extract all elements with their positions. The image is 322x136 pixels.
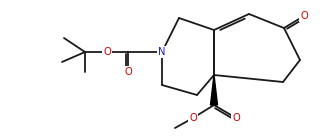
Text: O: O <box>124 67 132 77</box>
Text: O: O <box>232 113 240 123</box>
Text: O: O <box>300 11 308 21</box>
Polygon shape <box>211 75 217 105</box>
Text: N: N <box>158 47 166 57</box>
Text: O: O <box>189 113 197 123</box>
Text: O: O <box>103 47 111 57</box>
